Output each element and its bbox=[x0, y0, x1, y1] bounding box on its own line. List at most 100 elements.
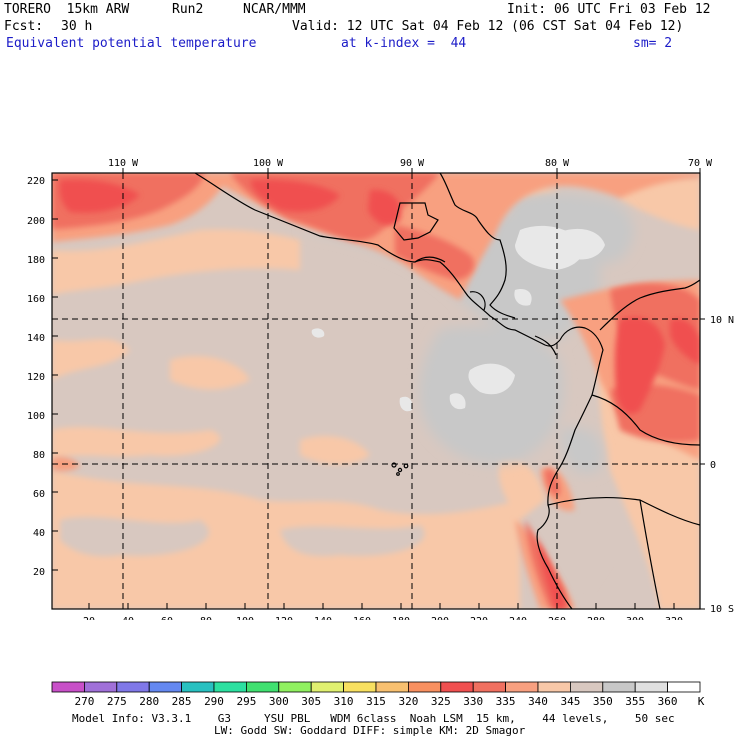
bottom-grid-index-labels: 20 40 60 80 100 120 140 160 180 200 220 … bbox=[83, 616, 683, 620]
colorbar-label: 320 bbox=[398, 695, 418, 708]
temperature-field bbox=[52, 173, 700, 609]
colorbar-label: 300 bbox=[269, 695, 289, 708]
colorbar-label: 350 bbox=[593, 695, 613, 708]
colorbar-swatches bbox=[51, 681, 701, 693]
forecast-label: Fcst: bbox=[4, 19, 44, 34]
valid-time: Valid: 12 UTC Sat 04 Feb 12 (06 CST Sat … bbox=[292, 19, 684, 34]
colorbar-label: 330 bbox=[463, 695, 483, 708]
bottom-tick-label: 280 bbox=[587, 616, 605, 620]
colorbar-label: 340 bbox=[528, 695, 548, 708]
colorbar-swatch bbox=[343, 681, 377, 693]
colorbar-swatch bbox=[472, 681, 507, 693]
left-tick-label: 200 bbox=[27, 216, 45, 227]
colorbar-label: 355 bbox=[625, 695, 645, 708]
bottom-tick-label: 300 bbox=[626, 616, 644, 620]
left-tick-label: 140 bbox=[27, 333, 45, 344]
lon-label-100w: 100 W bbox=[253, 158, 284, 169]
colorbar-label: 295 bbox=[236, 695, 256, 708]
bottom-tick-label: 40 bbox=[122, 616, 134, 620]
colorbar-label: 280 bbox=[139, 695, 159, 708]
axis-ticks bbox=[52, 168, 705, 610]
colorbar-label: 270 bbox=[74, 695, 94, 708]
bottom-tick-label: 180 bbox=[392, 616, 410, 620]
latlon-grid bbox=[52, 173, 700, 609]
bottom-tick-label: 140 bbox=[314, 616, 332, 620]
colorbar-label: 345 bbox=[560, 695, 580, 708]
init-time: Init: 06 UTC Fri 03 Feb 12 bbox=[507, 2, 711, 17]
field-title: Equivalent potential temperature bbox=[6, 36, 257, 51]
field-360k bbox=[311, 225, 605, 412]
bottom-tick-label: 200 bbox=[431, 616, 449, 620]
colorbar-swatch bbox=[667, 681, 701, 693]
colorbar-swatch bbox=[375, 681, 409, 693]
left-tick-label: 120 bbox=[27, 372, 45, 383]
forecast-hour: 30 h bbox=[61, 19, 93, 34]
left-tick-label: 160 bbox=[27, 294, 45, 305]
lat-label-10n: 10 N bbox=[710, 315, 734, 326]
lat-label-10s: 10 S bbox=[710, 604, 734, 615]
bottom-tick-label: 20 bbox=[83, 616, 95, 620]
colorbar-swatch bbox=[537, 681, 571, 693]
colorbar-labels: 270 275 280 285 290 295 300 305 310 315 320 325 330 3… bbox=[74, 695, 677, 708]
bottom-tick-label: 60 bbox=[161, 616, 173, 620]
colorbar-label: 305 bbox=[301, 695, 321, 708]
field-350k-patches bbox=[60, 517, 610, 590]
colorbar-label: 290 bbox=[204, 695, 224, 708]
colorbar-swatch bbox=[570, 681, 604, 693]
colorbar-swatch bbox=[278, 681, 312, 693]
left-tick-label: 60 bbox=[33, 489, 45, 500]
model-name: TORERO 15km ARW bbox=[4, 2, 130, 17]
bottom-tick-label: 160 bbox=[353, 616, 371, 620]
bottom-tick-label: 220 bbox=[470, 616, 488, 620]
lon-label-90w: 90 W bbox=[400, 158, 425, 169]
lon-label-70w: 70 W bbox=[688, 158, 713, 169]
colorbar-swatch bbox=[634, 681, 669, 693]
coastlines bbox=[194, 173, 700, 609]
colorbar-swatch bbox=[116, 681, 150, 693]
bottom-tick-label: 120 bbox=[275, 616, 293, 620]
run-label: Run2 bbox=[172, 2, 204, 17]
org-label: NCAR/MMM bbox=[243, 2, 306, 17]
left-tick-label: 80 bbox=[33, 450, 45, 461]
colorbar-label: 285 bbox=[172, 695, 192, 708]
field-330k bbox=[59, 179, 700, 609]
colorbar-label: 325 bbox=[431, 695, 451, 708]
colorbar-swatch bbox=[213, 681, 247, 693]
colorbar-swatch bbox=[181, 681, 215, 693]
map-frame bbox=[51, 172, 701, 610]
colorbar-label: 335 bbox=[496, 695, 516, 708]
left-tick-label: 40 bbox=[33, 528, 45, 539]
left-tick-label: 220 bbox=[27, 176, 45, 187]
latitude-labels: 10 N 0 10 S bbox=[710, 315, 734, 615]
colorbar-swatch bbox=[51, 681, 85, 693]
longitude-labels: 110 W 100 W 90 W 80 W 70 W bbox=[108, 158, 713, 169]
colorbar-swatch bbox=[602, 681, 636, 693]
model-info: Model Info: V3.3.1 G3 YSU PBL WDM 6class… bbox=[72, 712, 675, 725]
colorbar-swatch bbox=[440, 681, 474, 693]
bottom-tick-label: 80 bbox=[200, 616, 212, 620]
colorbar-label: 360 bbox=[658, 695, 678, 708]
colorbar-swatch bbox=[245, 681, 280, 693]
level-label: at k-index = 44 bbox=[341, 36, 467, 51]
bottom-tick-label: 320 bbox=[665, 616, 683, 620]
left-tick-label: 100 bbox=[27, 411, 45, 422]
colorbar-label: 315 bbox=[366, 695, 386, 708]
bottom-tick-label: 260 bbox=[548, 616, 566, 620]
left-tick-label: 20 bbox=[33, 567, 45, 578]
colorbar-unit: K bbox=[698, 695, 705, 708]
colorbar-swatch bbox=[84, 681, 118, 693]
colorbar-swatch bbox=[310, 681, 345, 693]
colorbar-swatch bbox=[407, 681, 442, 693]
bottom-tick-label: 100 bbox=[236, 616, 254, 620]
colorbar-swatch bbox=[148, 681, 182, 693]
colorbar-label: 310 bbox=[334, 695, 354, 708]
left-tick-label: 180 bbox=[27, 255, 45, 266]
bottom-tick-label: 240 bbox=[509, 616, 527, 620]
smoothing-label: sm= 2 bbox=[633, 36, 673, 51]
colorbar-swatch bbox=[505, 681, 539, 693]
equivalent-potential-temperature-map: 110 W 100 W 90 W 80 W 70 W 10 N 0 10 S 2… bbox=[27, 158, 734, 620]
left-grid-index-labels: 220 200 180 160 140 120 100 80 60 40 20 bbox=[27, 176, 45, 578]
colorbar: 270 275 280 285 290 295 300 305 310 315 320 325 330 3… bbox=[51, 681, 705, 708]
lon-label-80w: 80 W bbox=[545, 158, 570, 169]
lat-label-0: 0 bbox=[710, 460, 716, 471]
